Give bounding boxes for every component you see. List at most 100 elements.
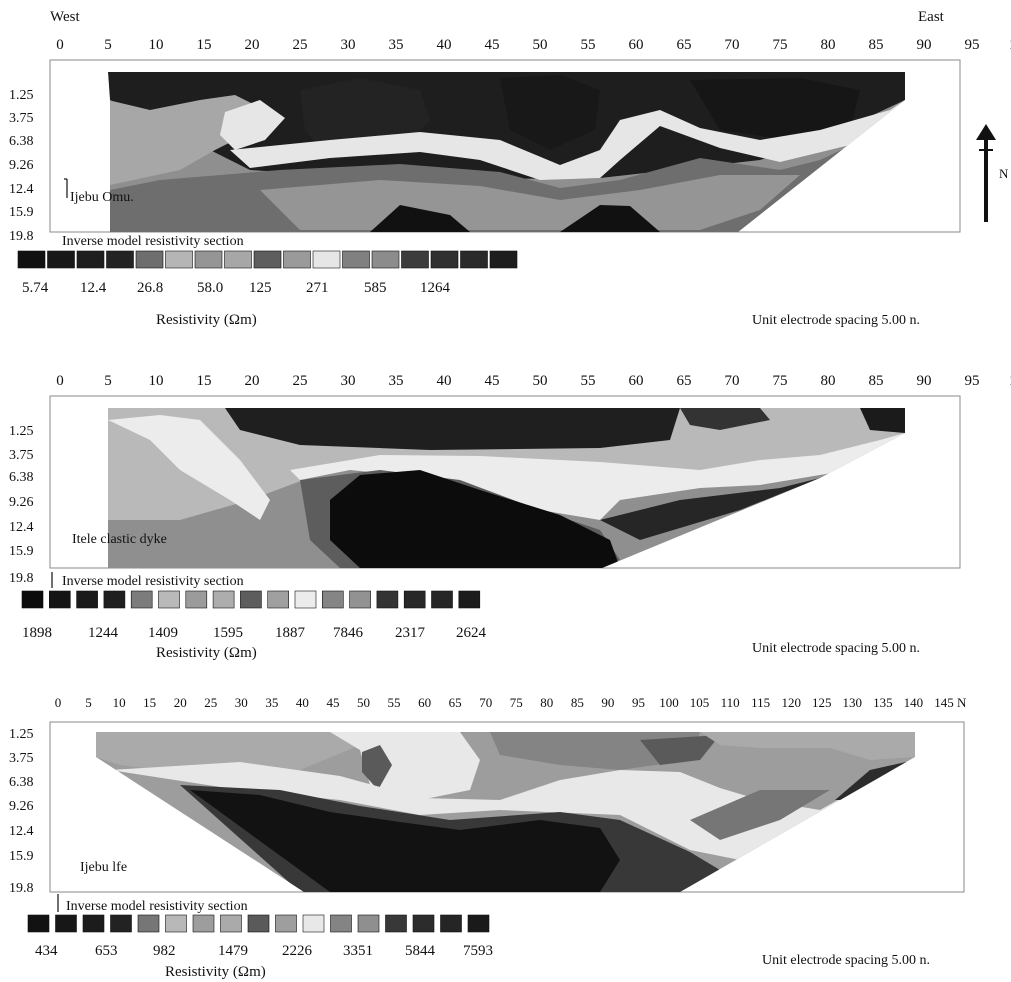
x-tick-label: 120 bbox=[781, 695, 801, 710]
legend-value-label: 1898 bbox=[22, 625, 52, 641]
x-tick-label: 15 bbox=[197, 373, 212, 389]
x-tick-label: 65 bbox=[449, 695, 462, 710]
x-tick-label: 95 bbox=[632, 695, 645, 710]
legend-swatch bbox=[302, 914, 325, 933]
legend-value-label: 5.74 bbox=[22, 280, 49, 296]
depth-tick-label: 19.8 bbox=[9, 571, 34, 586]
x-tick-label: 75 bbox=[773, 373, 788, 389]
x-tick-label: 0 bbox=[56, 37, 64, 53]
x-axis-ticks: 0 5 10 15 20 25 30 35 40 45 50 55 60 65 70 75 80 85 90 95 10… bbox=[56, 37, 1011, 53]
legend-value-label: 12.4 bbox=[80, 280, 107, 296]
legend-swatch bbox=[267, 590, 290, 609]
x-tick-label: 135 bbox=[873, 695, 893, 710]
depth-tick-label: 3.75 bbox=[9, 448, 34, 463]
legend-swatch bbox=[27, 914, 50, 933]
legend-values: 1898 1244 1409 1595 1887 7846 2317 2624 bbox=[22, 625, 487, 641]
legend-value-label: 585 bbox=[364, 280, 387, 296]
x-tick-label: 40 bbox=[437, 373, 452, 389]
x-tick-label: 65 bbox=[677, 37, 692, 53]
legend-value-label: 2624 bbox=[456, 625, 487, 641]
x-tick-label: 55 bbox=[581, 373, 596, 389]
legend-swatch bbox=[467, 914, 490, 933]
x-tick-label: 45 bbox=[485, 373, 500, 389]
north-arrow-icon bbox=[976, 124, 996, 222]
x-tick-label: 60 bbox=[418, 695, 431, 710]
x-tick-label: 35 bbox=[389, 373, 404, 389]
x-tick-label: 110 bbox=[721, 695, 740, 710]
x-tick-label: 85 bbox=[869, 37, 884, 53]
x-tick-label: 95 bbox=[965, 373, 980, 389]
east-label: East bbox=[918, 9, 945, 25]
legend-swatch bbox=[312, 250, 341, 269]
depth-tick-label: 15.9 bbox=[9, 849, 34, 864]
depth-tick-label: 15.9 bbox=[9, 544, 34, 559]
legend-swatch bbox=[212, 590, 235, 609]
legend-swatch bbox=[82, 914, 105, 933]
legend-swatch bbox=[165, 250, 193, 269]
legend-swatch bbox=[253, 250, 282, 269]
panel-2: 0 5 10 15 20 25 30 35 40 45 50 55 60 65 70 75 80 85 90 95 10… bbox=[9, 373, 1011, 661]
depth-tick-label: 3.75 bbox=[9, 751, 34, 766]
depth-tick-label: 6.38 bbox=[9, 134, 34, 149]
x-tick-label: 60 bbox=[629, 373, 644, 389]
legend-value-label: 1479 bbox=[218, 943, 248, 959]
legend-swatch bbox=[158, 590, 180, 609]
x-tick-label: 5 bbox=[85, 695, 92, 710]
resistivity-section bbox=[108, 408, 905, 568]
legend-value-label: 1595 bbox=[213, 625, 243, 641]
legend-swatch bbox=[48, 590, 71, 609]
legend-swatch bbox=[137, 914, 160, 933]
legend-swatch bbox=[330, 914, 352, 933]
x-tick-label: 70 bbox=[725, 373, 740, 389]
legend-swatch bbox=[224, 250, 252, 269]
section-title: Inverse model resistivity section bbox=[62, 574, 244, 589]
legend-swatch bbox=[430, 250, 459, 269]
depth-tick-label: 1.25 bbox=[9, 727, 34, 742]
x-tick-label: 0 bbox=[55, 695, 62, 710]
legend-value-label: 1409 bbox=[148, 625, 178, 641]
depth-tick-label: 6.38 bbox=[9, 775, 34, 790]
x-tick-label: 15 bbox=[143, 695, 156, 710]
legend-swatch bbox=[385, 914, 407, 933]
resistivity-label: Resistivity (Ωm) bbox=[156, 312, 257, 328]
x-tick-label: 25 bbox=[204, 695, 217, 710]
depth-tick-label: 9.26 bbox=[9, 158, 34, 173]
legend-swatch bbox=[17, 250, 46, 269]
legend-swatch bbox=[458, 590, 481, 609]
legend-swatch bbox=[21, 590, 44, 609]
x-tick-label: 95 bbox=[965, 37, 980, 53]
legend-value-label: 982 bbox=[153, 943, 176, 959]
x-tick-label: 100 bbox=[1009, 37, 1011, 53]
legend-value-label: 7593 bbox=[463, 943, 493, 959]
depth-tick-label: 1.25 bbox=[9, 424, 34, 439]
x-tick-label: 140 bbox=[904, 695, 924, 710]
x-tick-label: 145 bbox=[934, 695, 954, 710]
legend-swatch bbox=[220, 914, 242, 933]
legend-swatch bbox=[130, 590, 153, 609]
x-tick-label: 75 bbox=[510, 695, 523, 710]
x-tick-label: 5 bbox=[104, 37, 112, 53]
colour-legend bbox=[21, 590, 481, 609]
west-label: West bbox=[50, 9, 80, 25]
legend-swatch bbox=[283, 250, 311, 269]
colour-legend bbox=[27, 914, 490, 933]
depth-tick-label: 12.4 bbox=[9, 182, 34, 197]
x-tick-label: 90 bbox=[917, 37, 932, 53]
north-label: N bbox=[999, 166, 1009, 181]
x-tick-label: 70 bbox=[479, 695, 492, 710]
legend-value-label: 653 bbox=[95, 943, 118, 959]
legend-swatch bbox=[489, 250, 518, 269]
legend-value-label: 7846 bbox=[333, 625, 364, 641]
x-tick-label: 10 bbox=[149, 37, 164, 53]
legend-swatch bbox=[349, 590, 371, 609]
x-tick-label: 75 bbox=[773, 37, 788, 53]
section-title: Inverse model resistivity section bbox=[66, 899, 248, 914]
legend-swatch bbox=[165, 914, 187, 933]
legend-swatch bbox=[194, 250, 223, 269]
spacing-label: Unit electrode spacing 5.00 n. bbox=[762, 953, 930, 968]
legend-value-label: 5844 bbox=[405, 943, 436, 959]
legend-swatch bbox=[247, 914, 270, 933]
x-tick-label: 40 bbox=[296, 695, 309, 710]
legend-swatch bbox=[357, 914, 380, 933]
x-tick-label: 60 bbox=[629, 37, 644, 53]
